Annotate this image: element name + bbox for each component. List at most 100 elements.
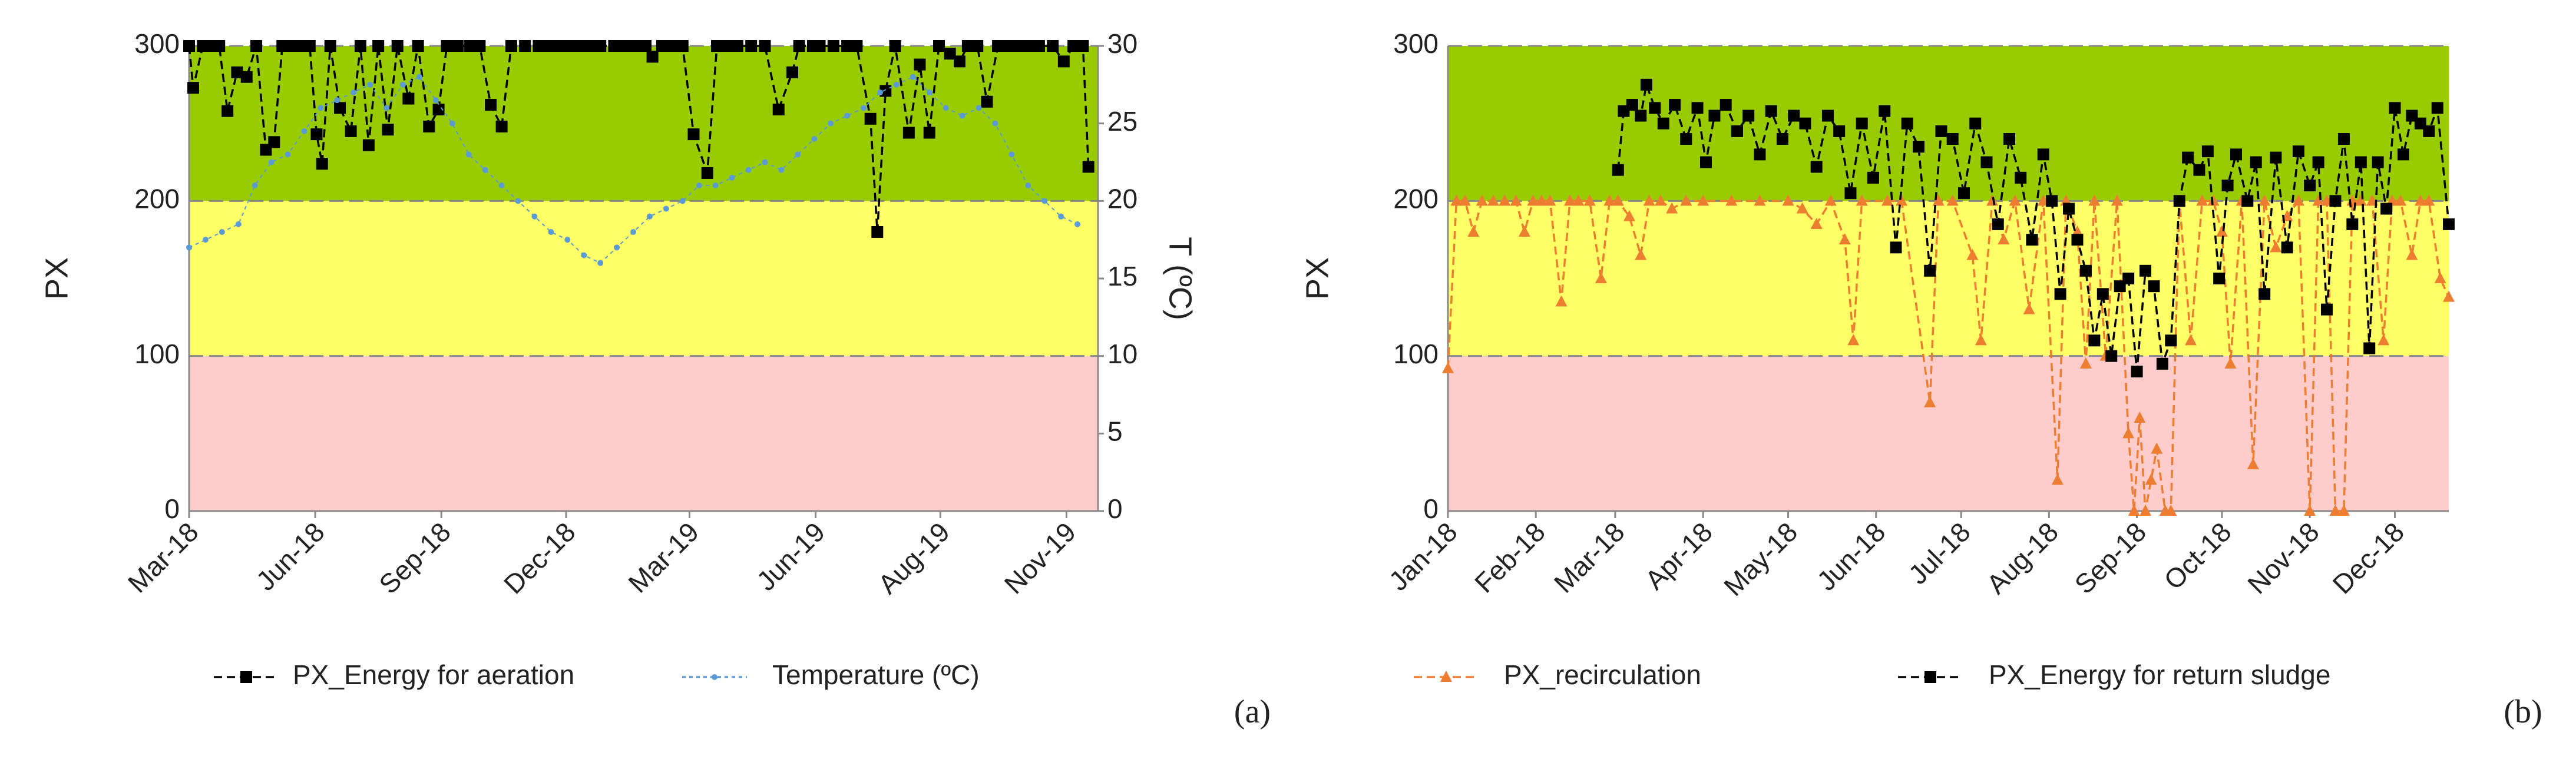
data-point [2241,195,2254,207]
data-point [1459,194,1471,206]
data-point [1867,171,1879,184]
data-point [2079,357,2092,369]
data-point [992,120,998,127]
data-point [720,40,733,52]
data-point [2105,350,2118,362]
data-point [2196,194,2208,206]
data-point [639,40,652,52]
data-point [505,40,517,52]
data-point [1699,156,1712,168]
data-point [926,89,932,95]
data-point [608,40,620,52]
data-point [250,40,263,52]
data-point [841,40,854,52]
data-point [1033,40,1045,52]
y-tick-label: 200 [1393,183,1439,214]
data-point [1077,40,1089,52]
data-point [1518,226,1530,237]
data-point [2363,342,2376,354]
data-point [762,159,768,165]
data-point [923,127,935,139]
x-tick-label: Dec-18 [2327,516,2410,600]
data-point [914,58,926,71]
data-point [301,128,307,134]
threshold-band [1448,46,2449,201]
data-point [701,167,713,179]
series-line [1617,81,2450,372]
data-point [400,81,406,88]
data-point [1058,213,1064,220]
data-point [2122,273,2135,284]
data-point [1535,194,1547,206]
data-point [2131,366,2143,377]
data-point [2145,473,2157,485]
data-point [828,120,834,127]
data-point [2015,171,2027,184]
data-point [1635,248,1647,260]
data-point [981,95,993,108]
data-point [1708,110,1721,122]
data-point [1442,362,1454,373]
data-point [619,40,631,52]
data-point [1612,194,1624,206]
data-point [1946,133,1959,145]
data-point [423,120,435,132]
data-point [2128,505,2140,516]
data-point [1680,194,1692,206]
data-point [1881,194,1894,206]
data-point [2247,458,2259,469]
data-point [2443,290,2455,302]
data-point [2355,156,2367,168]
data-point [186,244,192,251]
data-point [902,127,915,139]
data-point [2201,145,2214,158]
data-point [2258,194,2271,206]
data-point [1742,110,1755,122]
data-point [231,66,243,78]
data-point [2063,203,2075,215]
data-point [2258,288,2271,300]
data-point [1731,125,1743,137]
y-tick-label: 200 [134,183,180,214]
data-point [2397,148,2409,161]
data-point [485,99,497,111]
data-point [2173,195,2185,207]
data-point [2270,151,2282,164]
data-point [498,183,505,188]
data-point [2443,218,2455,230]
legend-marker [712,674,717,680]
data-point [219,229,225,235]
data-point [1680,133,1692,145]
data-point [2148,280,2160,293]
data-point [2026,234,2038,246]
data-point [1799,117,1811,130]
data-point [583,40,596,52]
data-point [1966,248,1979,260]
data-point [1935,125,1947,137]
data-point [2224,357,2237,369]
data-point [1476,194,1488,206]
data-point [1527,194,1539,206]
data-point [992,40,1004,52]
x-tick-label: Mar-18 [122,516,204,599]
data-point [2088,194,2101,206]
y2-tick-label: 15 [1107,261,1137,291]
data-point [416,74,422,80]
data-point [1657,117,1669,130]
data-point [1623,210,1636,221]
data-point [893,81,900,88]
data-point [2096,288,2109,300]
data-point [548,229,554,235]
data-point [656,40,668,52]
data-point [2079,264,2092,277]
data-point [581,252,587,258]
data-point [889,40,901,52]
data-point [1082,161,1094,173]
data-point [1003,40,1015,52]
data-point [2151,442,2163,454]
data-point [334,102,346,114]
data-point [679,198,686,204]
data-point [2389,102,2401,114]
x-tick-label: Sep-18 [373,516,457,600]
data-point [553,40,566,52]
